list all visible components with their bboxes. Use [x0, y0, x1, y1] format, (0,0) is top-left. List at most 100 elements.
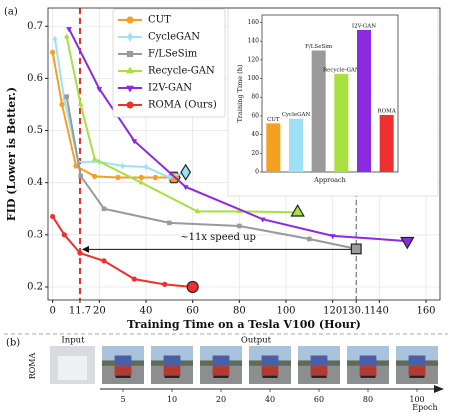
legend-label: Recycle-GAN [148, 66, 215, 77]
data-point [167, 173, 172, 181]
data-point [152, 174, 159, 180]
legend-marker [126, 101, 134, 109]
panel-label: (a) [4, 7, 18, 18]
inset-y-tick-label: 0 [255, 169, 259, 176]
output-image-truck-body [261, 366, 279, 376]
inset-bar-label: Recycle-GAN [323, 67, 360, 73]
arrow-head [81, 245, 89, 253]
row-label: ROMA [28, 353, 37, 380]
data-point [167, 220, 172, 226]
data-point [63, 33, 70, 39]
inset-bar-label: ROMA [378, 108, 397, 114]
inset-bar-label: CycleGAN [282, 112, 311, 118]
output-image-truck-top [310, 355, 328, 367]
x-tick-label: 20 [93, 306, 106, 317]
output-image-truck-body [408, 366, 426, 376]
epoch-label: 20 [216, 395, 226, 404]
data-point [307, 236, 312, 242]
output-image-truck-top [359, 355, 377, 367]
x-tick-label: 40 [140, 306, 153, 317]
x-tick-label: 80 [233, 306, 246, 317]
data-point [91, 173, 98, 179]
data-point [131, 276, 137, 282]
data-point [143, 163, 149, 171]
data-point [329, 234, 336, 240]
inset-bar [311, 50, 326, 173]
y-tick-label: 0.5 [27, 125, 43, 136]
epoch-label: 80 [363, 395, 373, 404]
data-point [131, 139, 138, 145]
inset-bar [379, 114, 394, 172]
y-tick-label: 0.3 [27, 229, 43, 240]
legend-marker [126, 16, 134, 24]
data-point [64, 94, 69, 99]
inset-bar [357, 29, 371, 173]
inset-y-label: Training Time (h) [236, 64, 244, 122]
data-point [400, 236, 415, 250]
data-point [49, 49, 56, 55]
data-point [236, 207, 243, 214]
data-point [115, 174, 121, 180]
data-point [77, 250, 83, 256]
output-label: Output [241, 336, 272, 346]
inset-axes [261, 14, 399, 173]
data-point [101, 258, 107, 264]
output-image-truck-body [310, 366, 328, 376]
legend-marker [127, 32, 133, 42]
data-point [101, 206, 107, 212]
data-point [138, 179, 145, 185]
inset-bar [334, 73, 349, 172]
data-point [182, 185, 189, 191]
inset-y-tick-label: 80 [251, 94, 259, 101]
inset-y-tick-label: 60 [251, 112, 259, 119]
data-point [91, 155, 98, 161]
data-point [186, 280, 199, 294]
x-axis-label: Training Time on a Tesla V100 (Hour) [127, 318, 361, 331]
output-image-truck-top [408, 355, 426, 367]
output-image-wheels [360, 375, 376, 378]
epoch-label: 60 [314, 395, 324, 404]
data-point [290, 204, 305, 217]
output-image-truck-top [163, 355, 181, 367]
data-point [120, 162, 125, 170]
legend-marker [126, 66, 134, 74]
x-tick-label: 60 [186, 306, 199, 317]
inset-bar [266, 123, 281, 172]
data-point [259, 217, 266, 223]
output-image-truck-top [212, 355, 230, 367]
x-tick-label: 0 [49, 306, 55, 317]
y-tick-label: 0.2 [27, 281, 43, 292]
output-image-wheels [115, 375, 131, 378]
epoch-label: 10 [167, 395, 177, 404]
epoch-label: 40 [265, 395, 275, 404]
inset-bar [289, 118, 303, 172]
axes-frame [47, 7, 441, 301]
data-point [66, 27, 72, 33]
data-point [180, 163, 192, 181]
inset-y-tick-label: 20 [251, 150, 259, 157]
inset-y-tick-label: 40 [251, 131, 259, 138]
inset-frame [227, 7, 439, 197]
data-point [350, 243, 362, 255]
legend-label: CUT [148, 15, 171, 26]
inset-y-tick-label: 100 [248, 75, 260, 82]
input-label: Input [61, 336, 85, 346]
x-tick-label: 160 [416, 306, 435, 317]
x-tick-label: 140 [370, 306, 389, 317]
legend-marker [126, 50, 134, 58]
inset-y-tick-label: 160 [248, 19, 260, 26]
data-point [73, 163, 79, 169]
data-point [52, 35, 58, 43]
inset-bar-label: F/LSeSim [305, 44, 333, 50]
y-tick-label: 0.4 [27, 177, 43, 188]
output-image-truck-body [359, 366, 377, 376]
data-point [77, 101, 84, 107]
legend-label: ROMA (Ours) [148, 100, 217, 111]
series-line [54, 39, 186, 179]
inset-bar-label: I2V-GAN [352, 23, 376, 29]
output-image-truck-top [261, 355, 279, 367]
inset-x-label: Approach [313, 176, 346, 184]
epoch-label: 100 [409, 395, 424, 404]
output-image-truck-body [163, 366, 181, 376]
output-image-truck-top [114, 355, 132, 367]
